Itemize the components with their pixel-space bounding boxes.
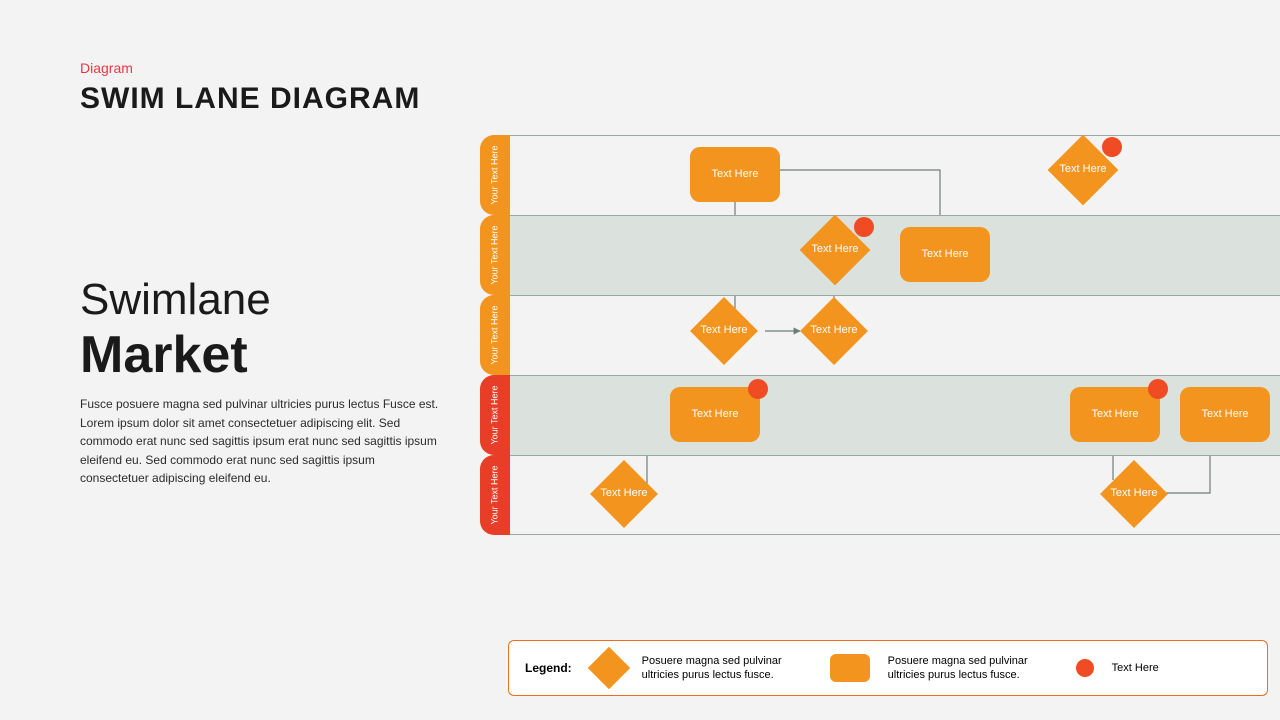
lane-tab: Your Text Here	[480, 135, 510, 215]
eyebrow-label: Diagram	[80, 60, 133, 76]
headline-bold: Market	[80, 325, 248, 385]
alert-dot-icon	[1102, 137, 1122, 157]
page-title: SWIM LANE DIAGRAM	[80, 82, 420, 116]
legend-text: Posuere magna sed pulvinar ultricies pur…	[888, 654, 1058, 683]
legend-rect-icon	[830, 654, 870, 682]
alert-dot-icon	[1148, 379, 1168, 399]
legend-diamond-icon	[587, 647, 629, 689]
lane-tab-label: Your Text Here	[490, 305, 500, 364]
lane-tab: Your Text Here	[480, 375, 510, 455]
lane-tab: Your Text Here	[480, 215, 510, 295]
swimlane-row	[510, 215, 1280, 295]
alert-dot-icon	[748, 379, 768, 399]
legend-dot-icon	[1076, 659, 1094, 677]
lane-tab-label: Your Text Here	[490, 145, 500, 204]
swimlane-row	[510, 295, 1280, 375]
lane-tab-label: Your Text Here	[490, 385, 500, 444]
swimlane-canvas: Your Text Here Your Text Here Your Text He…	[480, 135, 1280, 615]
lane-tab-label: Your Text Here	[490, 465, 500, 524]
lane-tab: Your Text Here	[480, 295, 510, 375]
lane-tab: Your Text Here	[480, 455, 510, 535]
process-box: Text Here	[900, 227, 990, 282]
process-box: Text Here	[1070, 387, 1160, 442]
swimlane-row	[510, 135, 1280, 215]
process-box: Text Here	[1180, 387, 1270, 442]
headline-light: Swimlane	[80, 275, 271, 325]
alert-dot-icon	[854, 217, 874, 237]
legend-text: Text Here	[1112, 661, 1159, 675]
legend-label: Legend:	[525, 661, 572, 675]
lane-tab-label: Your Text Here	[490, 225, 500, 284]
body-copy: Fusce posuere magna sed pulvinar ultrici…	[80, 395, 440, 488]
process-box: Text Here	[670, 387, 760, 442]
process-box: Text Here	[690, 147, 780, 202]
legend-text: Posuere magna sed pulvinar ultricies pur…	[642, 654, 812, 683]
legend: Legend: Posuere magna sed pulvinar ultri…	[508, 640, 1268, 696]
